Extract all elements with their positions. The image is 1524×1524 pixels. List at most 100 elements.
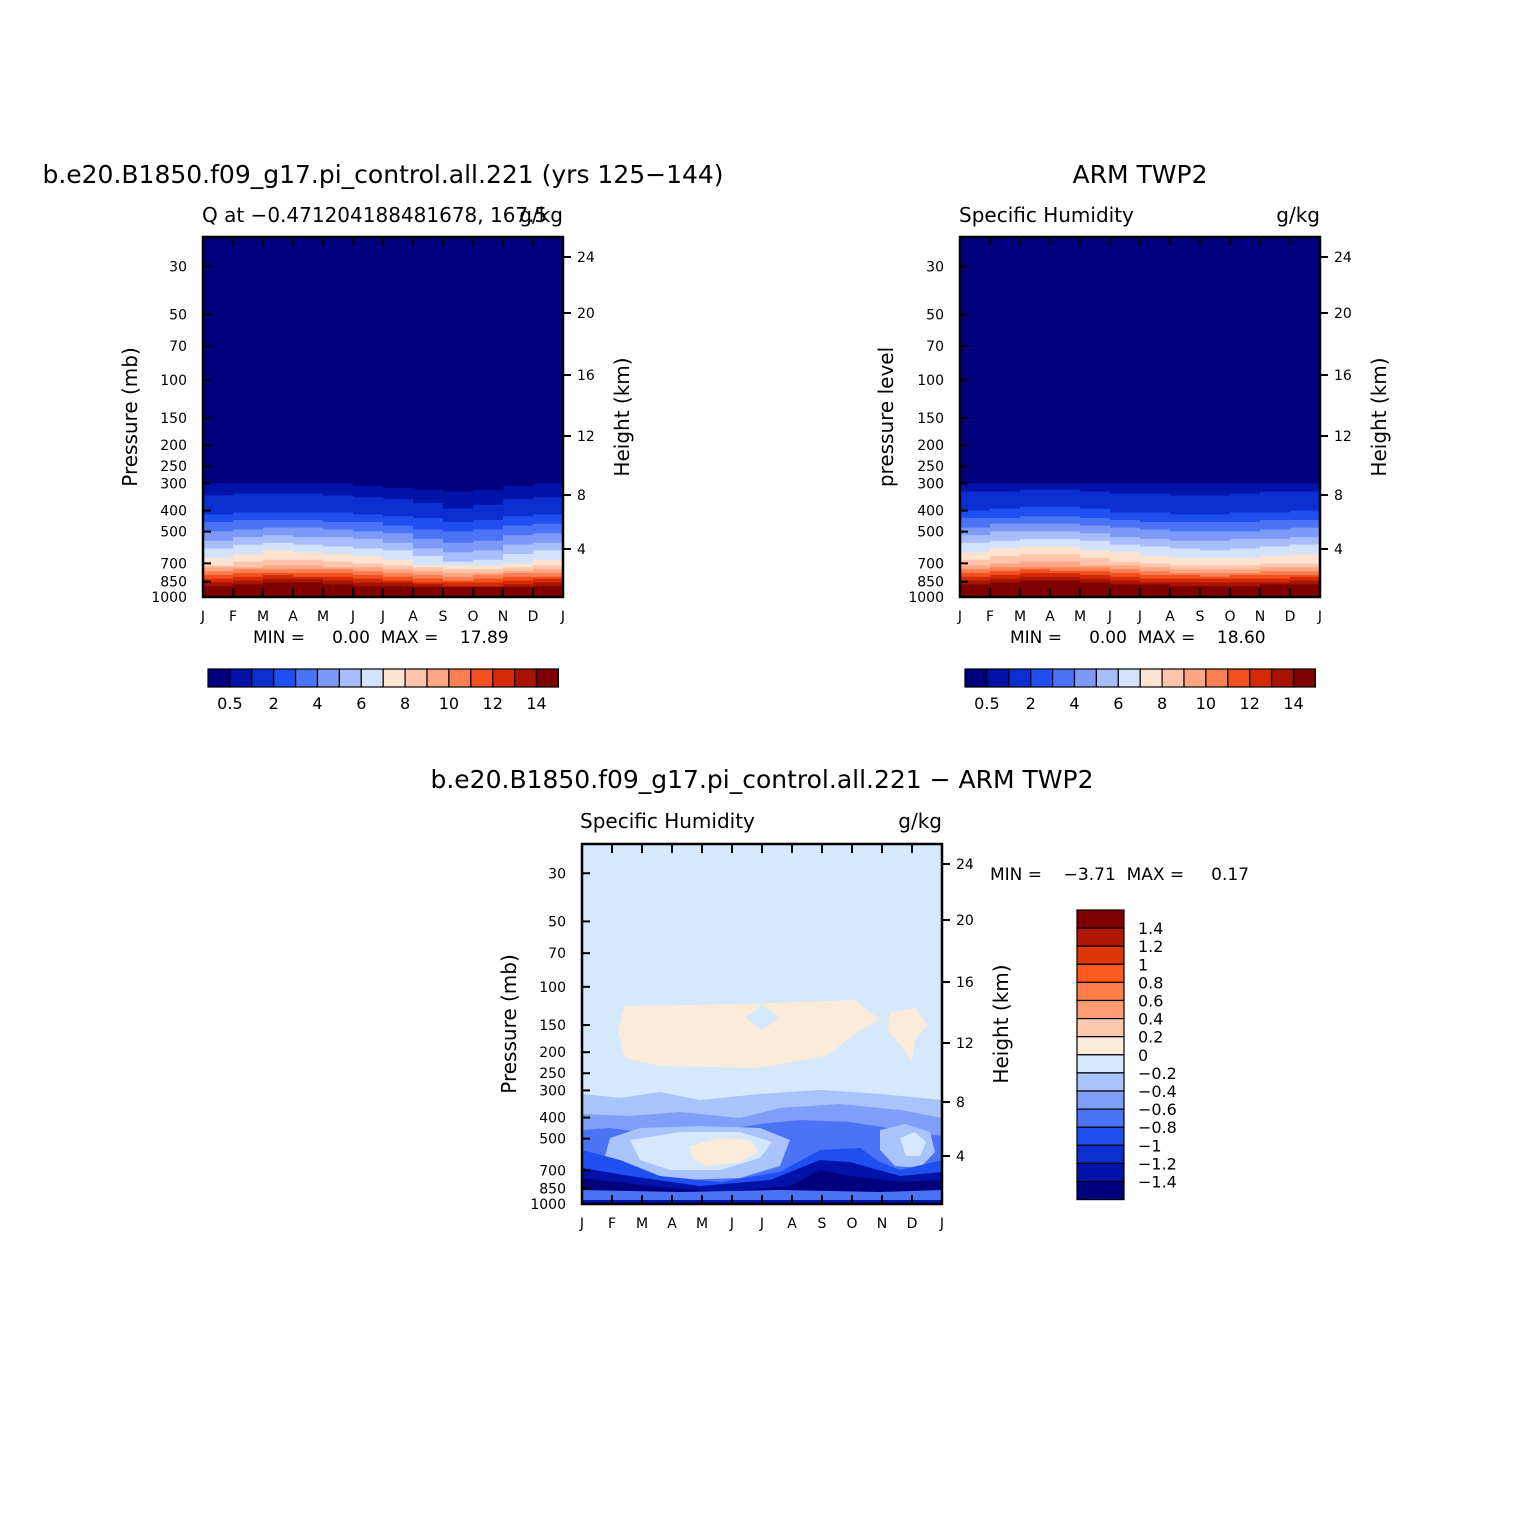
field-cell: [1230, 489, 1261, 492]
field-cell: [533, 526, 564, 530]
field-cell: [1200, 581, 1231, 585]
field-cell: [413, 559, 444, 562]
field-cell: [263, 504, 294, 507]
field-cell: [1080, 574, 1111, 577]
field-cell: [533, 521, 564, 524]
field-cell: [503, 530, 534, 534]
field-cell: [960, 536, 991, 539]
field-cell: [1230, 561, 1261, 564]
field-cell: [293, 509, 324, 513]
field-cell: [413, 521, 444, 524]
field-cell: [1140, 564, 1171, 568]
field-cell: [1200, 578, 1231, 581]
field-cell: [203, 525, 234, 528]
field-cell: [1230, 526, 1261, 530]
field-cell: [533, 485, 564, 488]
field-cell: [1290, 508, 1321, 511]
field-cell: [1200, 551, 1231, 555]
field-cell: [1020, 508, 1051, 511]
y2-tick-label: 24: [577, 250, 595, 266]
field-cell: [533, 574, 564, 577]
field-cell: [1170, 579, 1201, 583]
field-cell: [443, 519, 474, 522]
field-cell: [1020, 555, 1051, 558]
field-cell: [323, 585, 354, 589]
field-cell: [1170, 532, 1201, 536]
field-cell: [323, 532, 354, 536]
field-cell: [1140, 540, 1171, 543]
field-cell: [503, 483, 534, 486]
y2-tick-label: 16: [1334, 368, 1352, 384]
field-cell: [1140, 496, 1171, 500]
field-cell: [383, 568, 414, 572]
field-cell: [1080, 506, 1111, 509]
field-cell: [1170, 508, 1201, 511]
field-cell: [293, 574, 324, 577]
field-cell: [1230, 525, 1261, 528]
field-cell: [990, 500, 1021, 503]
field-cell: [1230, 491, 1261, 494]
field-cell: [990, 559, 1021, 562]
x-tick-label: A: [787, 1216, 797, 1232]
x-tick-label: A: [288, 609, 298, 625]
field-cell: [1020, 566, 1051, 570]
field-cell: [1080, 525, 1111, 528]
field-cell: [323, 496, 354, 500]
field-cell: [383, 528, 414, 532]
field-cell: [1050, 534, 1081, 538]
colorbar-label: −0.4: [1138, 1082, 1177, 1101]
field-cell: [323, 489, 354, 492]
field-cell: [323, 568, 354, 572]
field-cell: [1260, 491, 1291, 494]
field-cell: [413, 506, 444, 509]
field-cell: [323, 566, 354, 570]
field-cell: [1200, 545, 1231, 549]
field-cell: [383, 581, 414, 585]
field-cell: [503, 579, 534, 583]
colorbar-swatch: [1076, 1144, 1125, 1165]
panel-obs-y2label: Height (km): [1367, 357, 1391, 476]
field-cell: [383, 517, 414, 520]
field-cell: [1050, 508, 1081, 511]
field-cell: [203, 585, 234, 589]
field-cell: [503, 487, 534, 490]
field-cell: [263, 525, 294, 528]
field-cell: [1110, 579, 1141, 583]
field-cell: [1170, 521, 1201, 524]
field-cell: [1290, 496, 1321, 500]
colorbar-label: 6: [356, 694, 366, 713]
field-cell: [1260, 579, 1291, 583]
field-cell: [1110, 509, 1141, 513]
field-cell: [1170, 568, 1201, 572]
field-cell: [1290, 557, 1321, 560]
field-cell: [473, 561, 504, 564]
field-cell: [1110, 545, 1141, 549]
field-cell: [1200, 555, 1231, 558]
field-cell: [443, 559, 474, 562]
x-tick-label: M: [317, 609, 329, 625]
field-cell: [443, 534, 474, 538]
field-cell: [323, 576, 354, 579]
field-cell: [233, 564, 264, 568]
field-cell: [1020, 562, 1051, 566]
field-cell: [990, 583, 1021, 587]
field-cell: [263, 526, 294, 530]
field-cell: [353, 578, 384, 581]
field-cell: [353, 566, 384, 570]
field-cell: [473, 583, 504, 587]
field-cell: [203, 572, 234, 575]
field-cell: [1110, 570, 1141, 573]
field-cell: [413, 498, 444, 502]
field-cell: [503, 553, 534, 556]
field-cell: [503, 489, 534, 492]
field-cell: [443, 574, 474, 577]
field-cell: [1140, 585, 1171, 589]
colorbar-label: 0.4: [1138, 1010, 1163, 1029]
field-cell: [443, 502, 474, 505]
field-cell: [1110, 515, 1141, 519]
y-tick-label: 100: [917, 373, 944, 389]
field-cell: [533, 525, 564, 528]
field-cell: [1080, 496, 1111, 500]
field-cell: [263, 578, 294, 581]
y-tick-label: 700: [917, 556, 944, 572]
